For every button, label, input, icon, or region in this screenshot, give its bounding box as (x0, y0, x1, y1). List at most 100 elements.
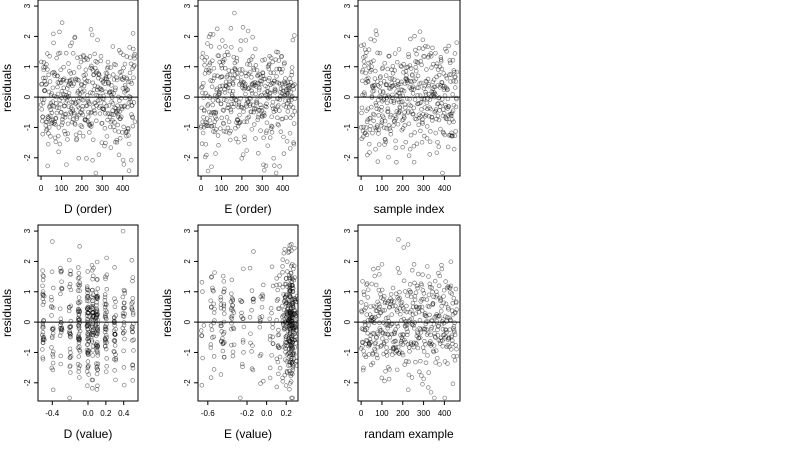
data-point (211, 334, 217, 340)
data-point (102, 101, 107, 106)
data-point (440, 170, 445, 176)
data-point (109, 83, 114, 88)
data-point (224, 49, 230, 55)
y-tick-label: -1 (343, 123, 352, 131)
data-point (98, 58, 104, 64)
data-point (129, 324, 135, 329)
data-point (268, 55, 274, 61)
data-point (370, 350, 376, 356)
data-point (397, 270, 402, 276)
data-point (375, 83, 381, 88)
data-point (383, 350, 389, 355)
data-point (364, 281, 370, 286)
y-tick-label: 0 (343, 94, 352, 99)
data-point (375, 159, 381, 164)
data-point (393, 338, 399, 344)
data-point (434, 293, 440, 298)
data-point (76, 307, 82, 313)
data-point (275, 50, 281, 55)
data-point (294, 311, 298, 317)
data-point (86, 363, 91, 369)
data-point (412, 130, 417, 135)
data-point (47, 103, 53, 109)
data-point (369, 64, 374, 69)
data-point (263, 103, 268, 109)
data-point (398, 301, 404, 306)
data-point (292, 311, 297, 317)
data-point (439, 100, 444, 106)
data-point (276, 80, 282, 86)
data-point (67, 68, 72, 74)
data-point (425, 264, 430, 269)
data-point (443, 279, 448, 284)
data-point (68, 324, 73, 330)
data-point (68, 363, 73, 369)
data-point (68, 71, 73, 76)
data-point (405, 77, 410, 83)
data-point (257, 78, 263, 84)
data-point (420, 345, 426, 350)
data-point (414, 141, 420, 147)
data-point (452, 85, 458, 90)
data-point (420, 46, 426, 51)
data-point (360, 340, 366, 345)
data-point (428, 51, 434, 56)
data-point (449, 130, 454, 136)
data-point (62, 112, 68, 117)
data-point (282, 281, 288, 287)
data-point (258, 102, 263, 108)
data-point (447, 120, 452, 125)
data-point (74, 136, 80, 141)
data-point (371, 58, 376, 64)
plot-frame (197, 224, 299, 402)
data-point (200, 84, 205, 90)
data-point (52, 71, 58, 76)
data-point (251, 109, 256, 115)
data-point (428, 54, 434, 59)
data-point (413, 340, 419, 346)
data-point (230, 349, 236, 355)
data-point (272, 90, 278, 95)
data-point (72, 34, 78, 40)
data-point (241, 350, 246, 355)
data-point (85, 327, 90, 332)
data-point (40, 320, 46, 326)
data-point (96, 152, 102, 157)
x-axis-label: sample index (374, 202, 445, 216)
x-axis-label: D (order) (64, 202, 112, 216)
data-point (104, 134, 110, 139)
data-point (231, 76, 236, 81)
data-point (265, 143, 270, 148)
y-tick-label: 0 (23, 94, 32, 99)
data-point (286, 249, 292, 254)
data-point (379, 104, 384, 110)
data-point (258, 317, 263, 322)
data-point (389, 80, 395, 86)
data-point (417, 304, 422, 310)
data-point (105, 59, 111, 65)
data-point (427, 281, 433, 287)
data-point (49, 313, 54, 318)
data-point (127, 45, 132, 50)
data-point (385, 109, 391, 114)
data-point (220, 273, 226, 279)
data-point (46, 115, 52, 120)
data-point (57, 141, 63, 147)
data-point (273, 170, 279, 176)
data-point (54, 110, 60, 116)
data-point (127, 94, 132, 99)
data-point (418, 80, 424, 86)
data-point (95, 328, 101, 334)
data-point (373, 28, 379, 34)
data-point (408, 294, 414, 300)
data-point (371, 316, 377, 321)
data-point (250, 297, 256, 302)
data-point (267, 76, 272, 81)
data-point (398, 332, 403, 338)
data-point (395, 266, 401, 271)
data-point (120, 330, 126, 335)
data-point (415, 73, 421, 79)
data-point (289, 242, 294, 247)
data-point (48, 294, 54, 300)
data-point (290, 365, 296, 370)
